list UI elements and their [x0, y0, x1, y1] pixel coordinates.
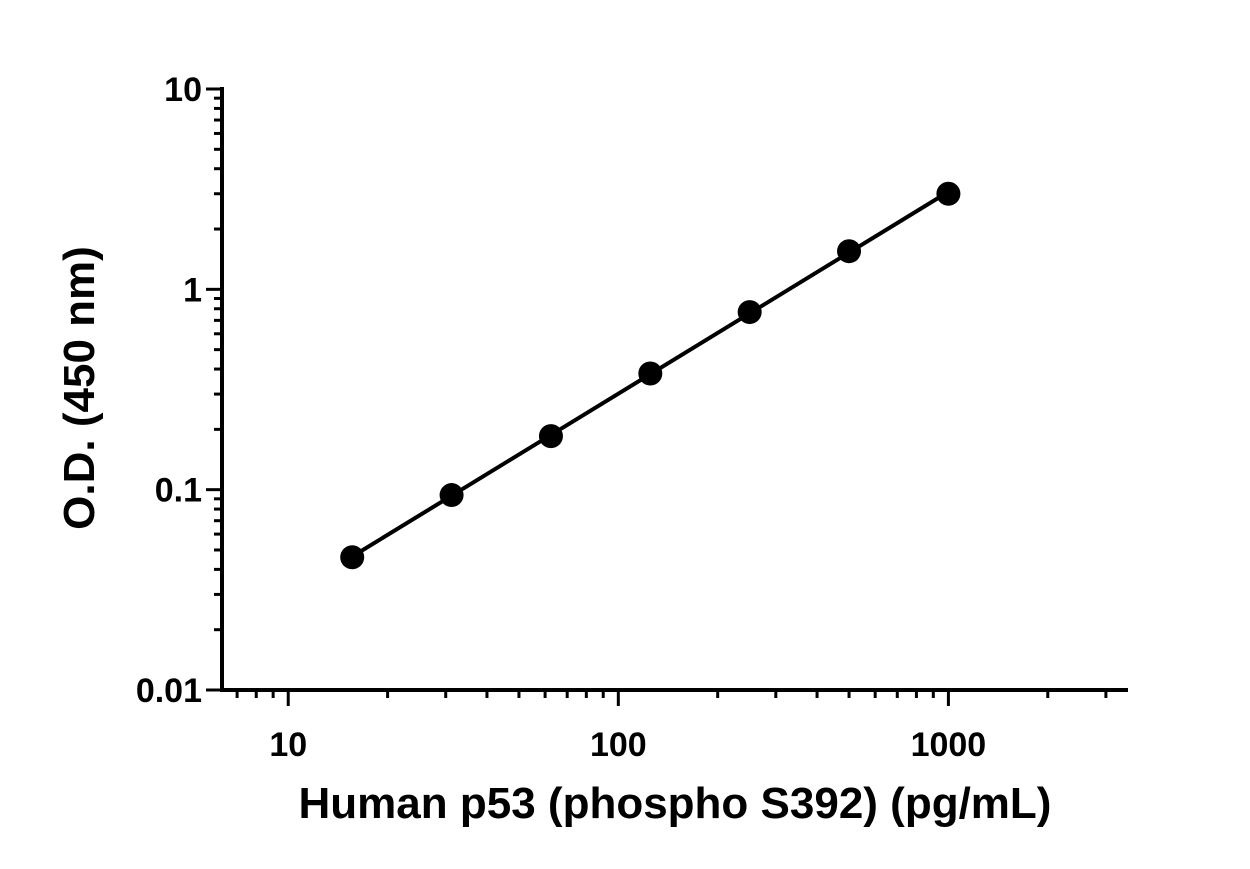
y-axis: 0.01 0.1 1 10: [136, 71, 224, 710]
y-axis-title: O.D. (450 nm): [55, 246, 104, 530]
data-point: [538, 424, 563, 449]
x-axis-title: Human p53 (phospho S392) (pg/mL): [299, 779, 1052, 828]
data-point: [936, 181, 961, 206]
x-tick-label: 1000: [911, 726, 987, 764]
data-point: [837, 239, 862, 264]
data-point: [737, 300, 762, 325]
x-tick-label: 10: [269, 726, 307, 764]
data-point: [638, 361, 663, 386]
x-axis: 10 100 1000: [220, 688, 1128, 764]
data-point: [340, 545, 365, 570]
data-point: [439, 483, 464, 508]
y-tick-label: 10: [164, 71, 202, 109]
y-tick-label: 0.01: [136, 672, 202, 710]
y-tick-label: 0.1: [155, 472, 202, 510]
x-tick-label: 100: [590, 726, 647, 764]
y-tick-label: 1: [183, 271, 202, 309]
plot-area: [340, 181, 961, 570]
